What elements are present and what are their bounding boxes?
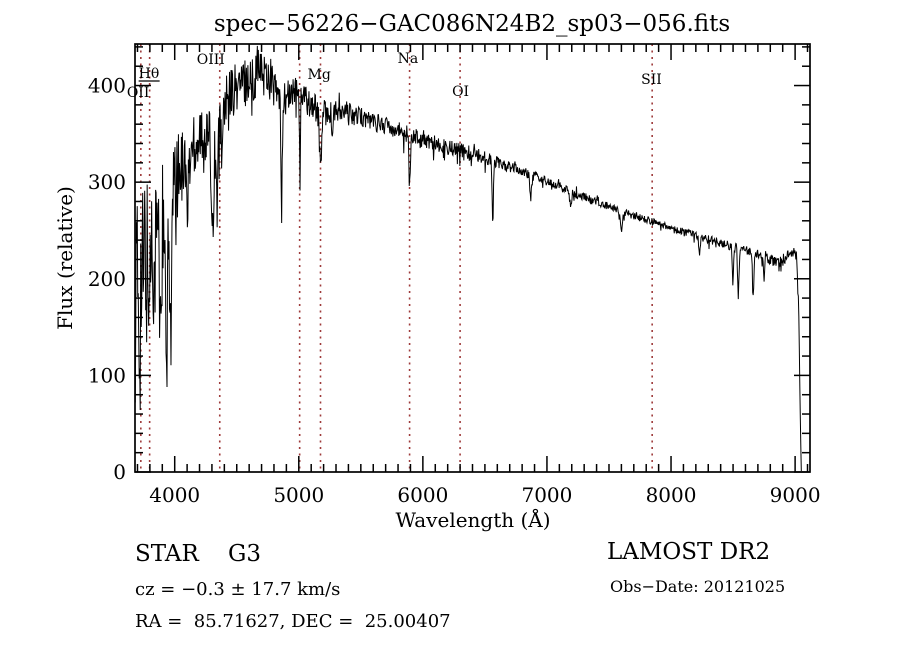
- y-tick-label: 100: [88, 363, 126, 387]
- survey-release-label: LAMOST DR2: [607, 539, 770, 565]
- plot-title: spec−56226−GAC086N24B2_sp03−056.fits: [214, 11, 730, 37]
- x-tick-label: 6000: [397, 483, 448, 507]
- x-tick-label: 7000: [521, 483, 572, 507]
- marker-label: OI: [452, 84, 469, 100]
- y-tick-label: 200: [88, 267, 126, 291]
- classification-label: STAR G3: [135, 541, 261, 567]
- marker-label: Hθ: [139, 66, 160, 82]
- y-tick-label: 300: [88, 170, 126, 194]
- marker-label: Mg: [308, 67, 331, 83]
- x-tick-label: 4000: [149, 483, 200, 507]
- y-tick-label: 400: [88, 74, 126, 98]
- marker-label: OII: [127, 85, 150, 101]
- cz-velocity-label: cz = −0.3 ± 17.7 km/s: [135, 579, 340, 600]
- plot-frame: [134, 43, 811, 473]
- spectrum-trace-group: [134, 45, 802, 472]
- y-axis-label: Flux (relative): [53, 186, 77, 330]
- y-tick-label: 0: [113, 460, 126, 484]
- plot-axes: 4000 5000 6000 7000 8000 9000 0 100 200 300 400: [88, 43, 821, 507]
- ra-dec-label: RA = 85.71627, DEC = 25.00407: [135, 611, 451, 632]
- x-tick-label: 5000: [273, 483, 324, 507]
- x-axis-label: Wavelength (Å): [395, 507, 550, 532]
- x-tick-label: 9000: [770, 483, 821, 507]
- spectral-marker-labels: Hθ OII OIII Mg Na OI SII: [127, 51, 662, 101]
- obs-date-label: Obs−Date: 20121025: [610, 577, 785, 596]
- spectrum-trace: [134, 45, 802, 472]
- marker-label: SII: [641, 72, 662, 88]
- spectral-marker-lines: [140, 44, 653, 472]
- marker-label: OIII: [197, 52, 225, 68]
- x-tick-label: 8000: [646, 483, 697, 507]
- marker-label: Na: [398, 51, 419, 67]
